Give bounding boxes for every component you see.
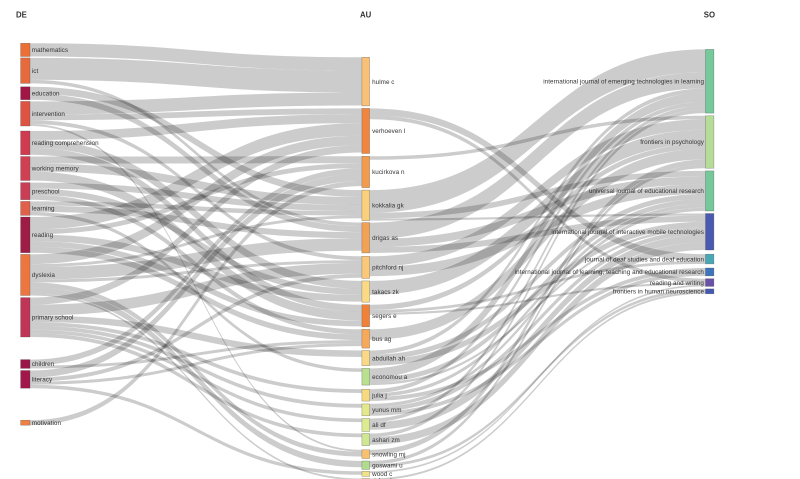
svg-text:primary school: primary school: [32, 315, 74, 322]
svg-text:frontiers in psychology: frontiers in psychology: [640, 139, 705, 146]
svg-text:ali df: ali df: [372, 422, 386, 429]
svg-text:children: children: [32, 361, 55, 368]
svg-text:DE: DE: [16, 11, 27, 20]
svg-text:bus ag: bus ag: [372, 336, 392, 343]
svg-text:kokkalia gk: kokkalia gk: [372, 203, 405, 210]
svg-text:international journal of learn: international journal of learning, teach…: [515, 269, 705, 276]
svg-text:hulme c: hulme c: [372, 79, 394, 86]
svg-text:mathematics: mathematics: [32, 47, 68, 54]
svg-text:pitchford nj: pitchford nj: [372, 265, 403, 272]
svg-text:reading comprehension: reading comprehension: [32, 140, 99, 147]
svg-text:richardson u: richardson u: [372, 478, 408, 479]
svg-text:reading and writing: reading and writing: [650, 280, 705, 287]
svg-text:verhoeven l: verhoeven l: [372, 128, 405, 135]
svg-text:motivation: motivation: [32, 420, 62, 427]
svg-text:dyslexia: dyslexia: [32, 272, 56, 279]
svg-text:ict: ict: [32, 68, 39, 75]
svg-text:julia j: julia j: [371, 392, 387, 399]
svg-text:SO: SO: [704, 11, 715, 20]
svg-text:reading: reading: [32, 232, 54, 239]
svg-text:literacy: literacy: [32, 377, 53, 384]
svg-text:AU: AU: [360, 11, 372, 20]
svg-text:ashari zm: ashari zm: [372, 437, 400, 444]
svg-text:segers e: segers e: [372, 313, 397, 320]
svg-text:international journal of emerg: international journal of emerging techno…: [543, 79, 704, 86]
svg-text:wood c: wood c: [371, 471, 392, 478]
svg-text:universal journal of education: universal journal of educational researc…: [589, 188, 705, 195]
svg-text:intervention: intervention: [32, 111, 66, 118]
svg-text:preschool: preschool: [32, 188, 60, 195]
svg-text:education: education: [32, 91, 60, 98]
svg-text:economou a: economou a: [372, 374, 408, 381]
svg-text:snowling mj: snowling mj: [372, 451, 405, 458]
svg-text:working memory: working memory: [31, 166, 80, 173]
svg-text:kucirkova n: kucirkova n: [372, 169, 405, 176]
svg-text:frontiers in human neuroscienc: frontiers in human neuroscience: [613, 289, 705, 296]
svg-text:journal of deaf studies and de: journal of deaf studies and deaf educati…: [584, 256, 704, 263]
svg-text:international journal of inter: international journal of interactive mob…: [551, 229, 704, 236]
svg-text:abdullah ah: abdullah ah: [372, 355, 406, 362]
svg-text:drigas as: drigas as: [372, 235, 398, 242]
svg-text:yunus mm: yunus mm: [372, 407, 401, 414]
svg-text:goswami u: goswami u: [372, 462, 403, 469]
svg-text:learning: learning: [32, 206, 55, 213]
svg-text:takacs zk: takacs zk: [372, 289, 399, 296]
